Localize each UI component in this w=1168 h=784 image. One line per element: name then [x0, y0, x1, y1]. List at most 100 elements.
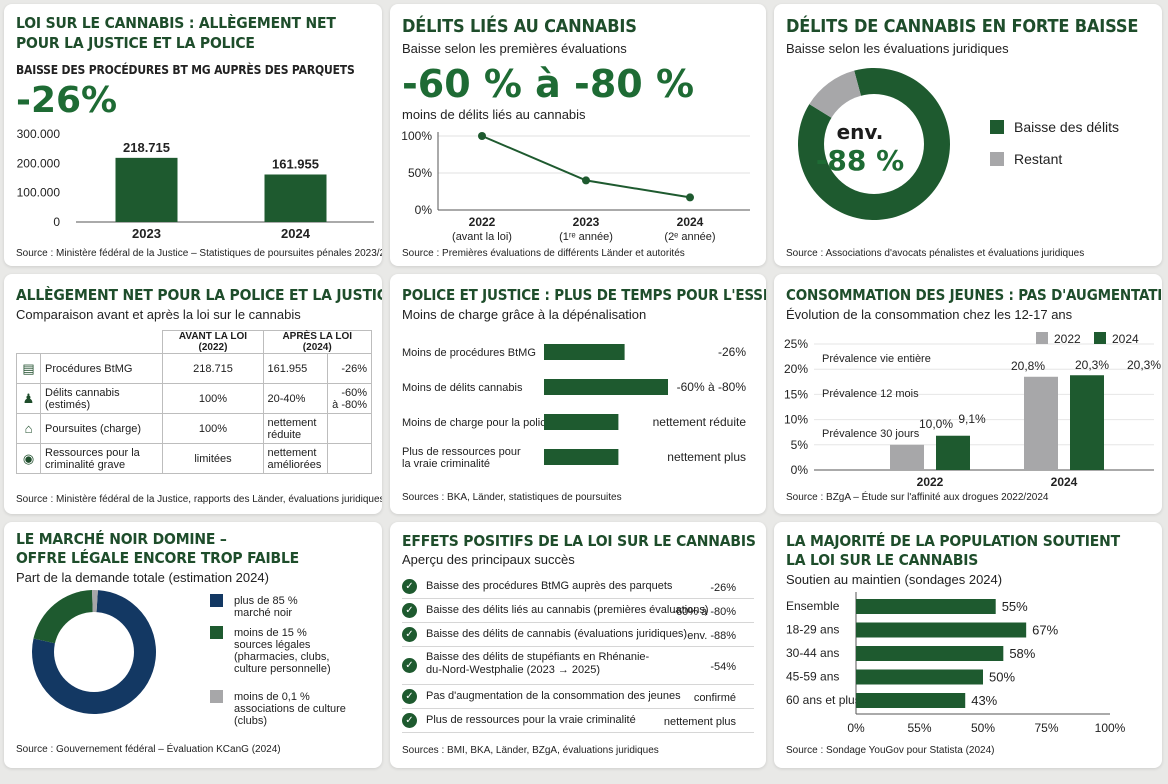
x-tick-label: 75%: [1034, 721, 1058, 735]
row-before: limitées: [162, 443, 264, 474]
card2-subtitle: Baisse selon les premières évaluations: [402, 41, 627, 56]
card5-source: Sources : BKA, Länder, statistiques de p…: [402, 492, 622, 503]
card-police-justice-comparison: ALLÈGEMENT NET POUR LA POLICE ET LA JUST…: [4, 274, 382, 514]
card5-subtitle: Moins de charge grâce à la dépénalisatio…: [402, 307, 647, 322]
x-tick-label: 2023: [573, 215, 600, 229]
bar-3: [856, 669, 983, 685]
bar-0: [544, 344, 625, 360]
card-positive-effects: EFFETS POSITIFS DE LA LOI SUR LE CANNABI…: [390, 522, 766, 768]
card-black-market: LE MARCHÉ NOIR DOMINE – OFFRE LÉGALE ENC…: [4, 522, 382, 768]
card4-source: Source : Ministère fédéral de la Justice…: [16, 494, 382, 505]
legend-label: plus de 85 % marché noir: [234, 595, 298, 619]
card1-source: Source : Ministère fédéral de la Justice…: [16, 248, 382, 259]
card4-subtitle: Comparaison avant et après la loi sur le…: [16, 307, 301, 322]
bar-category-label: Moins de procédures BtMG: [402, 347, 536, 359]
effect-text: Pas d'augmentation de la consommation de…: [426, 690, 681, 702]
card7-title-line2: OFFRE LÉGALE ENCORE TROP FAIBLE: [16, 549, 300, 567]
card9-subtitle: Soutien au maintien (sondages 2024): [786, 572, 1003, 587]
effect-value: -60% à -80%: [672, 605, 736, 618]
checkmark-icon: ✓: [402, 688, 417, 704]
chart-annotation: 9,1%: [958, 412, 986, 426]
location-pin-icon: ◉: [16, 443, 41, 474]
legend-label: Baisse des délits: [1014, 119, 1119, 135]
bar-2: [544, 414, 619, 430]
card2-big-value: -60 % à -80 %: [402, 62, 695, 106]
bar-value-label: 218.715: [123, 140, 170, 155]
x-tick-label: 2023: [132, 226, 161, 241]
y-tick-label: 15%: [784, 387, 808, 401]
chart-annotation: 20,3%: [1075, 358, 1109, 372]
effect-value: env. -88%: [687, 629, 736, 642]
card1-title-line1: LOI SUR LE CANNABIS : ALLÈGEMENT NET: [16, 14, 336, 32]
row-change: -60% à -80%: [327, 383, 372, 414]
effect-list-item: ✓ Pas d'augmentation de la consommation d…: [402, 687, 754, 709]
card-cannabis-offences: DÉLITS LIÉS AU CANNABIS Baisse selon les…: [390, 4, 766, 266]
legend-swatch: [210, 626, 223, 639]
bar-value-label: 58%: [1009, 646, 1035, 661]
card8-subtitle: Aperçu des principaux succès: [402, 552, 575, 567]
x-tick-label: 2024: [677, 215, 704, 229]
bar-category-label: 30-44 ans: [786, 646, 839, 660]
legend-swatch: [1036, 332, 1048, 344]
card6-title: CONSOMMATION DES JEUNES : PAS D'AUGMENTA…: [786, 286, 1162, 304]
bar-1: [856, 622, 1027, 638]
effect-text: Baisse des délits liés au cannabis (prem…: [426, 604, 709, 616]
effect-value: nettement plus: [663, 715, 736, 728]
bar-category-label: 18-29 ans: [786, 623, 839, 637]
donut-center-line1: env.: [836, 120, 884, 144]
card9-title-line1: LA MAJORITÉ DE LA POPULATION SOUTIENT: [786, 532, 1120, 550]
data-point-2022: [478, 132, 486, 140]
bar-2: [856, 646, 1004, 661]
bar-0: [856, 599, 996, 614]
donut-chart-market: plus de 85 % marché noir moins de 15 % sour…: [31, 590, 346, 727]
bar-2022-2022: [890, 444, 924, 470]
bar-2024-2022: [1024, 376, 1058, 470]
card7-subtitle: Part de la demande totale (estimation 20…: [16, 570, 269, 585]
card3-title: DÉLITS DE CANNABIS EN FORTE BAISSE: [786, 16, 1139, 37]
card8-title: EFFETS POSITIFS DE LA LOI SUR LE CANNABI…: [402, 532, 756, 550]
table-header-row: AVANT LA LOI (2022) APRÈS LA LOI (2024): [16, 330, 373, 354]
card3-source: Source : Associations d'avocats pénalist…: [786, 248, 1085, 259]
y-tick-label: 25%: [784, 337, 808, 351]
y-tick-label: 100%: [401, 129, 432, 143]
card7-source: Source : Gouvernement fédéral – Évaluati…: [16, 744, 281, 755]
legend-label: Restant: [1014, 151, 1062, 167]
x-tick-label: 0%: [847, 721, 865, 735]
card3-subtitle: Baisse selon les évaluations juridiques: [786, 41, 1009, 56]
table-row: ◉ Ressources pour la criminalité grave lim…: [16, 443, 372, 474]
card1-subtitle: BAISSE DES PROCÉDURES BT MG AUPRÈS DES P…: [16, 63, 355, 77]
donut-hole: [824, 94, 924, 194]
donut-hole: [54, 612, 134, 692]
y-tick-label: 300.000: [17, 127, 61, 141]
bar-category-label: Moins de délits cannabis: [402, 382, 523, 394]
bar-value-label: -60% à -80%: [677, 380, 747, 394]
chart-annotation: Prévalence 30 jours: [822, 428, 920, 440]
table-header-after: APRÈS LA LOI (2024): [262, 330, 373, 354]
table-row: ▤ Procédures BtMG 218.715 161.955 -26%: [16, 353, 372, 384]
row-change: [327, 443, 372, 474]
chart-annotation: Prévalence 12 mois: [822, 388, 919, 400]
courthouse-icon: ⌂: [16, 413, 41, 444]
bar-2023: [115, 157, 178, 222]
card6-subtitle: Évolution de la consommation chez les 12…: [786, 307, 1073, 322]
bar-1: [544, 379, 668, 395]
effect-list-item: ✓ Baisse des délits de stupéfiants en Rhé…: [402, 649, 754, 685]
effect-text: Baisse des délits de cannabis (évaluatio…: [426, 628, 688, 640]
card8-source: Sources : BMI, BKA, Länder, BZgA, évalua…: [402, 745, 659, 756]
row-after: nettement améliorées: [262, 443, 329, 474]
hbar-chart-support: 0% 55% 50% 75% 100% Ensemble 55% 18-29 ans 67% 30…: [786, 592, 1126, 735]
row-after: 161.955: [262, 353, 329, 384]
effect-text: Baisse des délits de stupéfiants en Rhén…: [426, 651, 650, 676]
effect-list-item: ✓ Baisse des délits liés au cannabis (pre…: [402, 601, 754, 623]
row-after: 20-40%: [262, 383, 329, 414]
x-tick-label: 2024: [281, 226, 311, 241]
legend-swatch: [210, 594, 223, 607]
row-label: Ressources pour la criminalité grave: [39, 443, 164, 474]
chart-annotation: Prévalence vie entière: [822, 353, 931, 365]
card2-big-sub: moins de délits liés au cannabis: [402, 107, 586, 122]
bar-category-label: Plus de ressources pour la vraie criminal…: [402, 446, 521, 470]
bar-value-label: nettement plus: [667, 450, 746, 464]
line-chart-offences: 0% 50% 100% 2022 (avant la loi) 2023 (1ʳᵉ anné…: [401, 129, 750, 243]
bar-category-label: 60 ans et plus: [786, 693, 861, 707]
police-officer-icon: ♟: [16, 383, 41, 414]
